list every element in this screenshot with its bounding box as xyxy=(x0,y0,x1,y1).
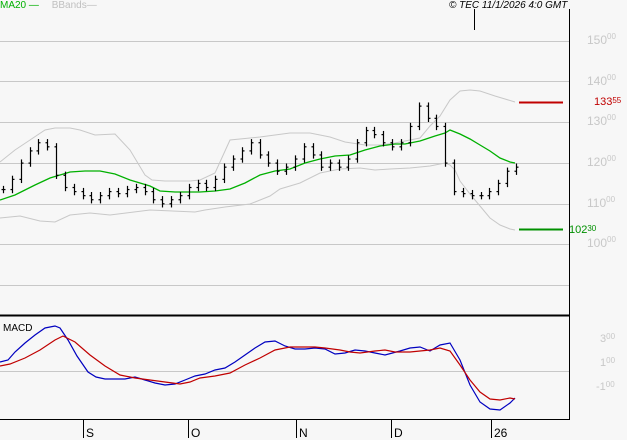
x-label-sep: S xyxy=(86,426,95,440)
macd-label-neg100: -100 xyxy=(596,380,615,393)
y-label-100: 10000 xyxy=(587,235,616,250)
bband-lower xyxy=(0,162,516,231)
legend-ma20: MA20 — xyxy=(0,0,39,11)
price-gridlines xyxy=(0,41,569,286)
x-axis-ticks xyxy=(83,420,492,438)
bband-upper xyxy=(0,89,516,182)
x-label-26: 26 xyxy=(494,426,508,440)
y-label-130: 13000 xyxy=(587,113,616,128)
y-label-140: 14000 xyxy=(587,73,616,88)
ohlc-bars xyxy=(1,102,519,208)
macd-title: MACD xyxy=(3,323,33,334)
support-label: 10230 xyxy=(569,224,597,236)
ma20-line xyxy=(0,129,516,201)
x-label-oct: O xyxy=(191,426,201,440)
macd-line xyxy=(0,325,516,411)
x-label-dec: D xyxy=(394,426,403,440)
legend-bbands: BBands— xyxy=(51,0,97,11)
chart-legend: MA20 — BBands— xyxy=(0,0,97,12)
copyright-timestamp: © TEC 11/1/2026 4:0 GMT xyxy=(449,0,568,11)
macd-label-300: 300 xyxy=(600,332,616,345)
y-label-120: 12000 xyxy=(587,154,616,169)
resistance-label: 13355 xyxy=(594,96,622,108)
x-label-nov: N xyxy=(299,426,308,440)
macd-label-100: 100 xyxy=(600,356,616,369)
signal-line xyxy=(0,335,516,401)
y-label-110: 11000 xyxy=(587,195,616,210)
y-label-150: 15000 xyxy=(587,32,616,47)
